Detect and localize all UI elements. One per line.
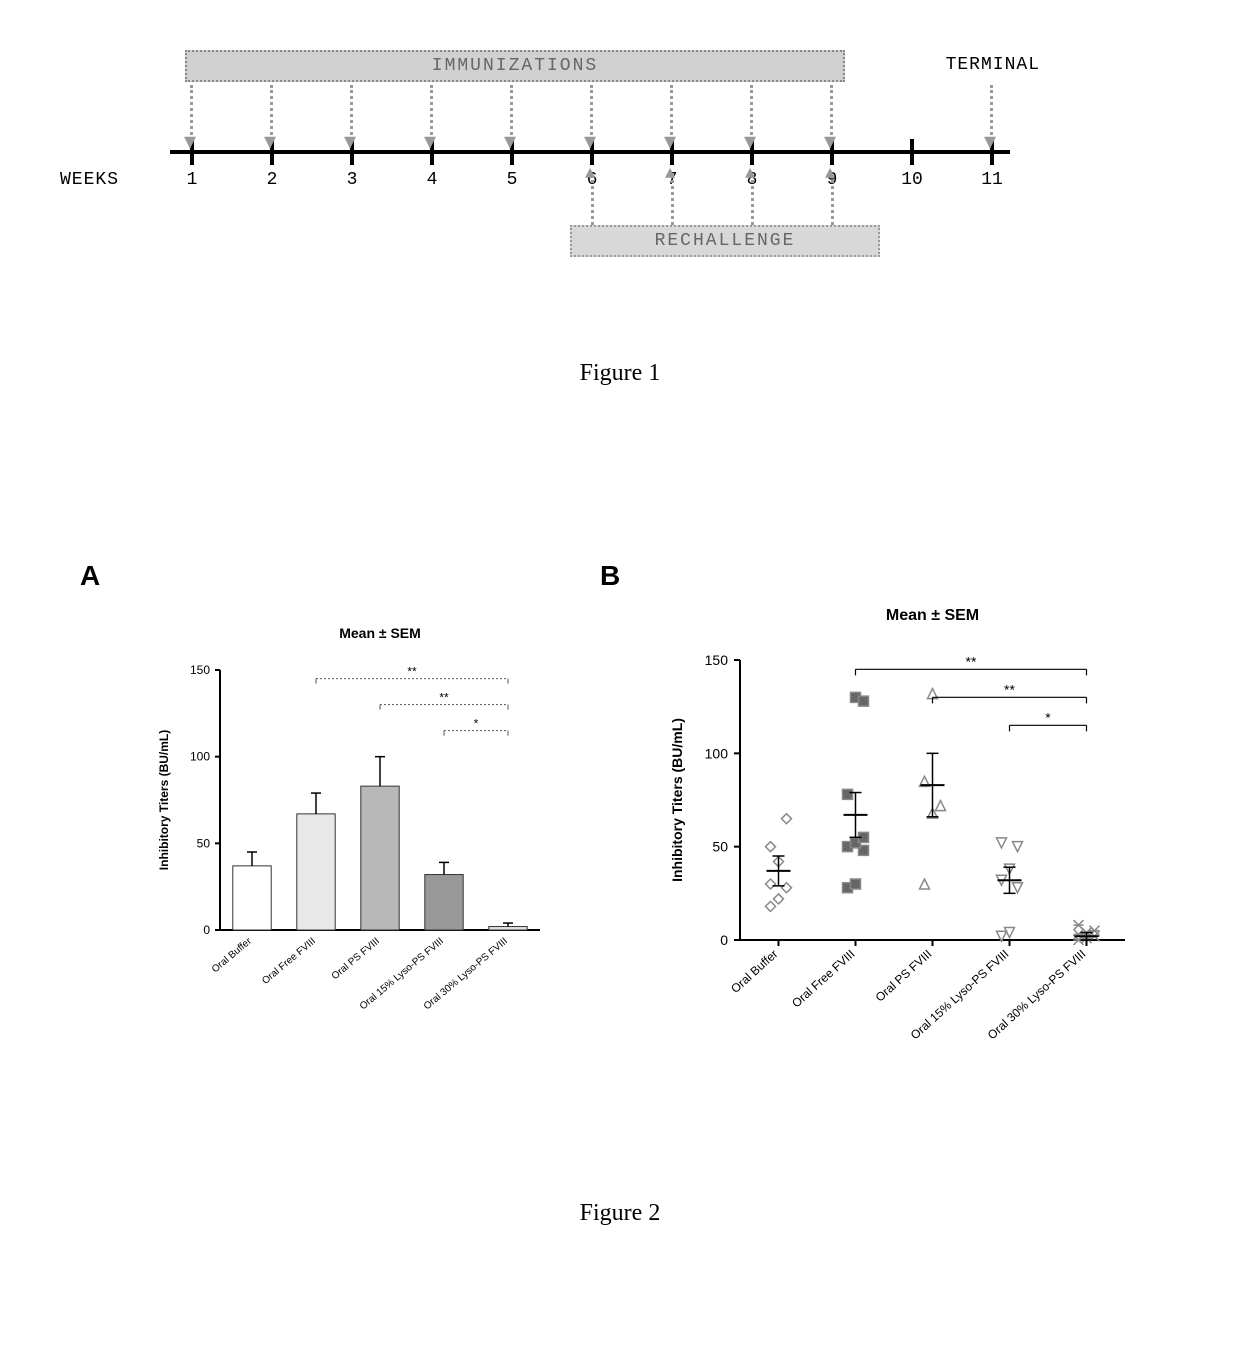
weeks-axis-label: WEEKS: [60, 170, 119, 190]
week-label: 11: [977, 170, 1007, 190]
y-tick-label: 50: [197, 836, 211, 850]
sig-label: **: [439, 691, 449, 705]
data-point: [766, 842, 776, 852]
figure2-container: A B Mean ± SEM 0 50 100 150 Inhibitory Titers…: [80, 560, 1160, 1180]
data-point: [920, 879, 930, 889]
y-tick-label: 0: [720, 932, 728, 948]
week-label: 4: [417, 170, 447, 190]
y-tick-label: 150: [190, 663, 210, 677]
sig-label: **: [1004, 681, 1015, 697]
panel-b-label: B: [600, 560, 620, 592]
figure2-caption: Figure 2: [0, 1200, 1240, 1227]
data-point: [843, 789, 853, 799]
y-axis-label: Inhibitory Titers (BU/mL): [669, 718, 685, 882]
data-point: [766, 879, 776, 889]
x-tick-label: Oral PS FVIII: [330, 936, 382, 982]
figure1-timeline: IMMUNIZATIONS TERMINAL WEEKS 12345678910…: [140, 30, 1100, 350]
data-point: [774, 894, 784, 904]
bar: [489, 927, 527, 930]
y-axis-label: Inhibitory Titers (BU/mL): [157, 730, 171, 870]
scatter-chart-b: Mean ± SEM 0 50 100 150 Inhibitory Titers (BU…: [660, 590, 1140, 1110]
x-tick-label: Oral Buffer: [728, 947, 780, 996]
chart-title: Mean ± SEM: [339, 625, 421, 641]
y-tick-label: 150: [705, 652, 729, 668]
y-tick-label: 100: [705, 745, 729, 761]
data-point: [782, 883, 792, 893]
chart-title: Mean ± SEM: [886, 607, 979, 624]
bar: [233, 866, 271, 930]
immunizations-box: IMMUNIZATIONS: [185, 50, 845, 82]
panel-a-label: A: [80, 560, 100, 592]
terminal-label: TERMINAL: [946, 55, 1040, 75]
y-tick-label: 100: [190, 750, 210, 764]
data-point: [1074, 920, 1084, 930]
week-label: 3: [337, 170, 367, 190]
bar: [425, 875, 463, 930]
bar: [297, 814, 335, 930]
data-point: [851, 879, 861, 889]
data-point: [936, 801, 946, 811]
data-point: [782, 814, 792, 824]
week-label: 10: [897, 170, 927, 190]
bar-chart-a: Mean ± SEM 0 50 100 150 Inhibitory Titers (BU…: [150, 610, 550, 1070]
sig-label: **: [966, 653, 977, 669]
data-point: [1090, 926, 1100, 936]
bar: [361, 786, 399, 930]
x-tick-label: Oral PS FVIII: [873, 947, 935, 1005]
data-point: [1013, 842, 1023, 852]
week-tick: [910, 139, 914, 165]
x-tick-label: Oral Free FVIII: [789, 947, 857, 1011]
sig-label: *: [1045, 709, 1051, 725]
data-point: [997, 838, 1007, 848]
x-tick-label: Oral Buffer: [210, 935, 254, 975]
sig-label: **: [407, 665, 417, 679]
week-label: 2: [257, 170, 287, 190]
timeline: IMMUNIZATIONS TERMINAL WEEKS 12345678910…: [140, 30, 1040, 310]
sig-label: *: [474, 717, 479, 731]
data-point: [1013, 883, 1023, 893]
data-point: [859, 696, 869, 706]
data-point: [766, 901, 776, 911]
rechallenge-box: RECHALLENGE: [570, 225, 880, 257]
figure1-caption: Figure 1: [0, 360, 1240, 387]
week-label: 1: [177, 170, 207, 190]
week-label: 5: [497, 170, 527, 190]
y-tick-label: 50: [712, 839, 728, 855]
y-tick-label: 0: [203, 923, 210, 937]
x-tick-label: Oral Free FVIII: [260, 936, 318, 987]
